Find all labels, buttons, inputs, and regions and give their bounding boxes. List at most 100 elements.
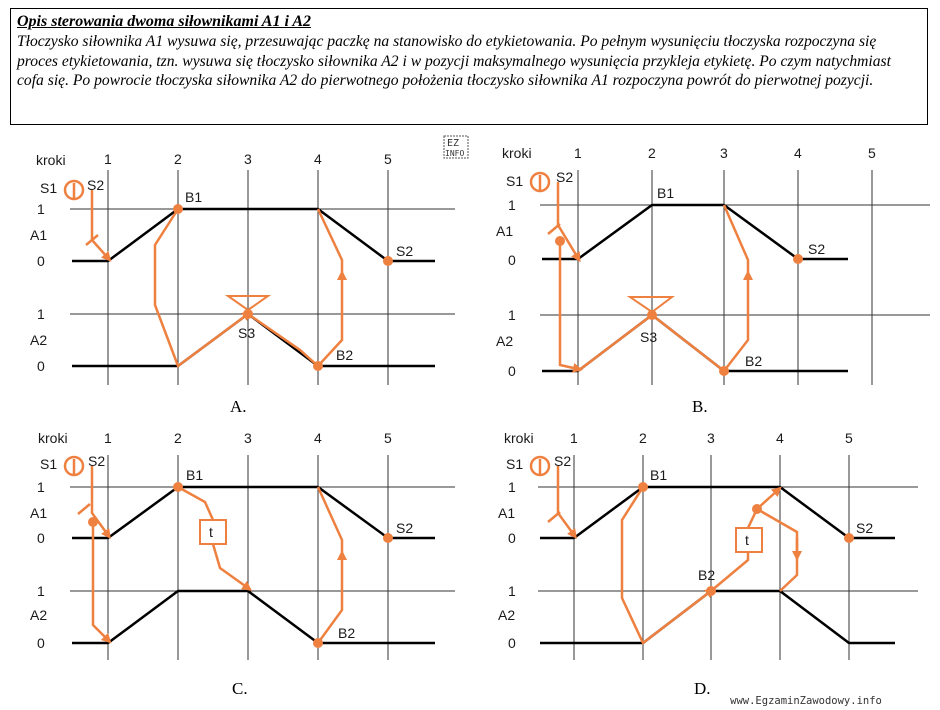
signal-points-b	[555, 236, 803, 376]
step-4-label: 4	[314, 430, 322, 446]
step-1-label: 1	[104, 430, 112, 446]
a1-level-1: 1	[37, 201, 45, 217]
step-2-label: 2	[639, 430, 647, 446]
step-2-label: 2	[174, 151, 182, 167]
a1-step-line	[72, 207, 435, 263]
signal-paths-d	[529, 455, 802, 645]
a1-row-label: A1	[496, 223, 513, 239]
step-3-label: 3	[720, 145, 728, 161]
a1-row-label: A1	[498, 505, 515, 521]
a2-row-label: A2	[496, 333, 513, 349]
s2-label: S2	[556, 169, 573, 185]
s2-label: S2	[554, 453, 571, 469]
step-4-label: 4	[314, 151, 322, 167]
caption-c: C.	[232, 679, 248, 698]
a1-step-line	[72, 485, 435, 540]
signal-paths-c	[63, 455, 347, 644]
b1-label: B1	[657, 185, 674, 201]
s2-label: S2	[87, 177, 104, 193]
s3-label: S3	[640, 329, 657, 345]
a2-level-1: 1	[508, 583, 516, 599]
b2-label: B2	[338, 625, 355, 641]
watermark-badge-bottom: INFO	[445, 149, 464, 158]
kroki-label: kroki	[504, 430, 534, 446]
a1-level-1: 1	[37, 479, 45, 495]
s1-label: S1	[506, 456, 523, 472]
b2-label: B2	[698, 567, 715, 583]
a2-row-label: A2	[30, 332, 47, 348]
a1-level-0: 0	[37, 530, 45, 546]
caption-a: A.	[230, 397, 247, 416]
step-3-label: 3	[244, 151, 252, 167]
a2-step-line	[72, 589, 435, 645]
s2-end-label: S2	[396, 520, 413, 536]
a2-row-label: A2	[498, 607, 515, 623]
step-4-label: 4	[794, 145, 802, 161]
diagram-a: kroki 1 2 3 4 5 1 A1 0 1 A2 0 S1 S	[30, 151, 455, 416]
b2-label: B2	[336, 347, 353, 363]
b1-label: B1	[186, 467, 203, 483]
a2-step-line	[540, 589, 895, 645]
a2-level-1: 1	[37, 306, 45, 322]
a2-level-0: 0	[37, 358, 45, 374]
watermark-url: www.EgzaminZawodowy.info	[730, 695, 882, 707]
kroki-label: kroki	[38, 430, 68, 446]
step-2-label: 2	[174, 430, 182, 446]
a1-level-0: 0	[508, 530, 516, 546]
s1-label: S1	[506, 173, 523, 189]
s1-label: S1	[40, 180, 57, 196]
a1-step-line	[542, 203, 848, 261]
step-5-label: 5	[845, 430, 853, 446]
b1-label: B1	[185, 189, 202, 205]
signal-points-d	[638, 482, 854, 596]
a2-level-1: 1	[508, 307, 516, 323]
a1-step-line	[540, 485, 895, 540]
grid-a	[70, 170, 455, 385]
a2-level-0: 0	[508, 363, 516, 379]
s2-end-label: S2	[856, 520, 873, 536]
a2-level-0: 0	[37, 635, 45, 651]
step-1-label: 1	[104, 151, 112, 167]
timer-label: t	[745, 532, 749, 548]
watermark-badge-top: EZ	[447, 138, 459, 149]
grid-b	[540, 170, 930, 385]
b2-label: B2	[745, 353, 762, 369]
diagram-b: kroki 1 2 3 4 5 1 A1 0 1 A2 0 S1 S	[496, 145, 930, 416]
description-text: Tłoczysko siłownika A1 wysuwa się, przes…	[17, 32, 891, 90]
a2-level-1: 1	[37, 583, 45, 599]
diagram-d: kroki 1 2 3 4 5 1 A1 0 1 A2 0	[498, 430, 918, 698]
diagram-c: kroki 1 2 3 4 5 1 A1 0 1 A2 0	[30, 430, 455, 698]
step-5-label: 5	[384, 430, 392, 446]
a1-level-0: 0	[37, 253, 45, 269]
a2-level-0: 0	[508, 635, 516, 651]
step-5-label: 5	[868, 145, 876, 161]
signal-points-c	[88, 482, 393, 648]
s3-label: S3	[238, 325, 255, 341]
task-description-box: Opis sterowania dwoma siłownikami A1 i A…	[10, 8, 928, 125]
step-4-label: 4	[776, 430, 784, 446]
a1-level-0: 0	[508, 252, 516, 268]
watermark-badge: EZ INFO	[443, 135, 469, 159]
a1-row-label: A1	[30, 505, 47, 521]
kroki-label: kroki	[502, 145, 532, 161]
a1-row-label: A1	[30, 227, 47, 243]
a2-row-label: A2	[30, 607, 47, 623]
step-2-label: 2	[648, 145, 656, 161]
a1-level-1: 1	[508, 479, 516, 495]
step-3-label: 3	[244, 430, 252, 446]
s2-end-label: S2	[808, 241, 825, 257]
step-1-label: 1	[574, 145, 582, 161]
s2-label: S2	[88, 453, 105, 469]
step-1-label: 1	[570, 430, 578, 446]
s1-label: S1	[40, 456, 57, 472]
step-3-label: 3	[707, 430, 715, 446]
b1-label: B1	[650, 467, 667, 483]
caption-b: B.	[692, 397, 708, 416]
signal-points-a	[173, 204, 393, 371]
a1-level-1: 1	[508, 197, 516, 213]
kroki-label: kroki	[36, 152, 66, 168]
caption-d: D.	[694, 679, 711, 698]
timer-label: t	[209, 524, 213, 540]
s2-end-label: S2	[396, 243, 413, 259]
